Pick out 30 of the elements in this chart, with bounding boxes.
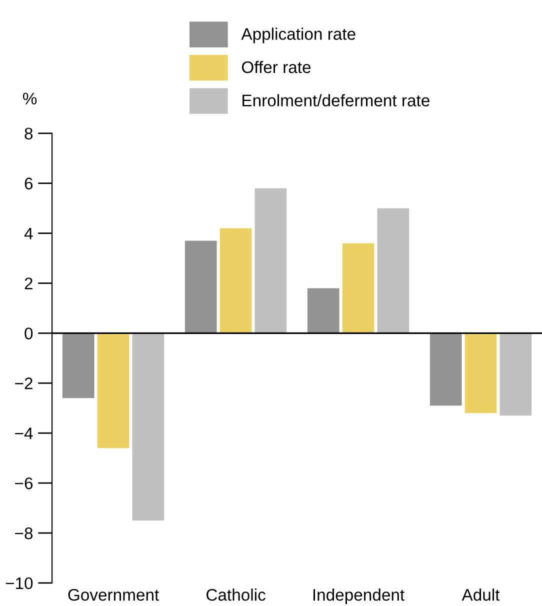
bar <box>500 333 532 416</box>
y-tick-label: 8 <box>24 128 33 140</box>
bar <box>62 333 94 398</box>
bar <box>377 208 410 334</box>
y-tick-label: −2 <box>15 378 32 390</box>
bar <box>220 228 252 334</box>
bar <box>464 333 497 414</box>
legend-label: Offer rate <box>242 60 311 74</box>
bar <box>97 333 130 448</box>
y-tick-label: 0 <box>24 328 33 340</box>
x-tick-label: Catholic <box>206 588 266 601</box>
y-tick-label: 2 <box>24 278 32 290</box>
y-tick-label: −10 <box>6 577 33 590</box>
x-tick-label: Government <box>68 588 160 601</box>
bar <box>132 333 164 521</box>
y-axis-title: % <box>22 92 37 104</box>
y-tick-label: −8 <box>15 527 33 540</box>
legend-label: Application rate <box>241 28 356 44</box>
bar <box>342 243 374 334</box>
x-tick-label: Independent <box>313 588 404 604</box>
bar <box>254 188 287 334</box>
y-tick-label: −4 <box>15 428 33 440</box>
x-tick-label: Adult <box>462 588 500 601</box>
bar <box>184 240 217 334</box>
bar <box>430 333 462 406</box>
y-tick-label: 4 <box>24 228 33 240</box>
y-tick-label: −6 <box>15 477 33 490</box>
legend-label: Enrolment/deferment rate <box>242 94 430 106</box>
y-tick-label: 6 <box>24 178 33 190</box>
bar <box>307 288 340 334</box>
